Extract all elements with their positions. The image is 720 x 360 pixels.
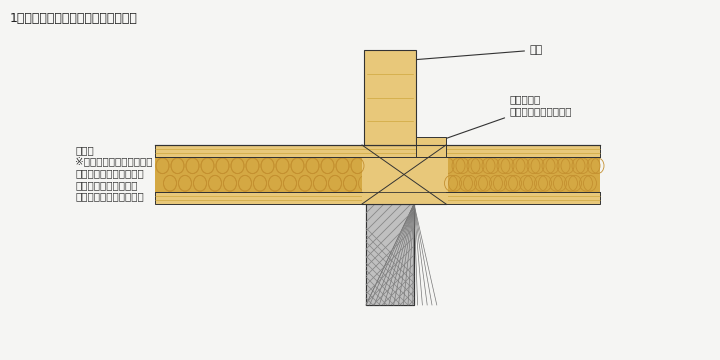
Bar	[155, 145, 600, 157]
Bar	[362, 145, 448, 204]
Bar	[155, 157, 362, 192]
Bar	[446, 157, 600, 192]
Text: 1階床と間仕切り壁との取り合い部分: 1階床と間仕切り壁との取り合い部分	[10, 12, 138, 25]
Text: 間柱受け材
（床合板の後に施工）: 間柱受け材 （床合板の後に施工）	[438, 94, 572, 141]
Bar	[416, 137, 446, 157]
Bar	[366, 204, 414, 305]
Text: 床合板
※下地のある部分で継ぐか
　実付のものを使用し、
　それ以外の場合は、
　気密テープで目地処理: 床合板 ※下地のある部分で継ぐか 実付のものを使用し、 それ以外の場合は、 気密…	[75, 145, 356, 201]
Bar	[366, 204, 414, 305]
Bar	[155, 157, 600, 192]
Bar	[364, 50, 416, 145]
Bar	[155, 192, 600, 204]
Text: 間柱: 間柱	[414, 45, 544, 60]
